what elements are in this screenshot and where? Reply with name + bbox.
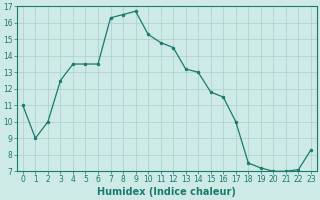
X-axis label: Humidex (Indice chaleur): Humidex (Indice chaleur) xyxy=(98,187,236,197)
